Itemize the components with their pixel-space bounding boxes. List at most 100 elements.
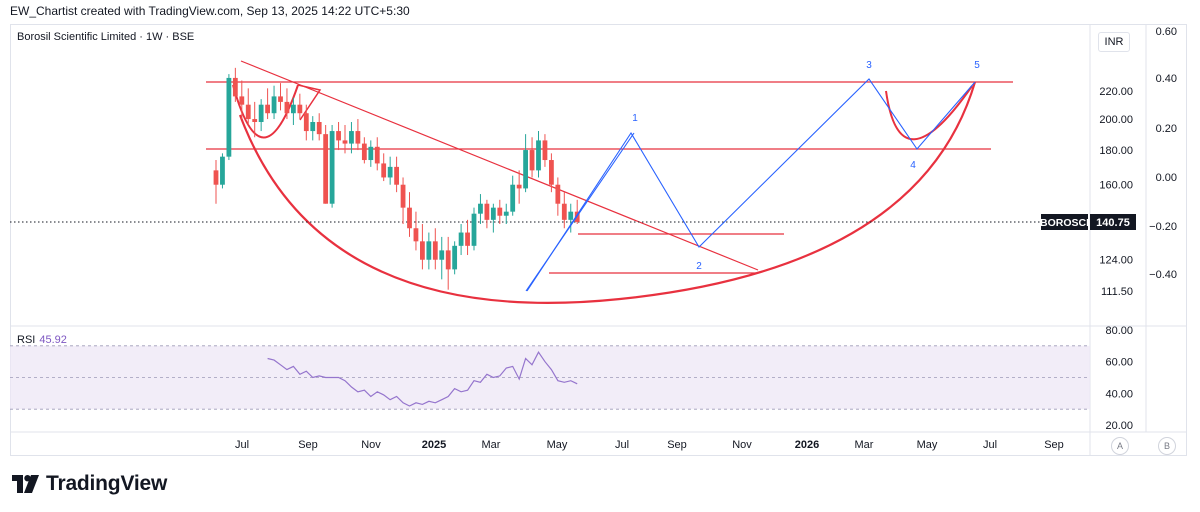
candle-body [310, 122, 316, 132]
descending-trendline [240, 60, 759, 271]
time-tick-label: Jul [983, 439, 997, 451]
time-tick-label: 2026 [795, 439, 819, 451]
brand-logo[interactable]: TradingView [12, 472, 167, 496]
candle-body [374, 146, 380, 164]
rsi-tick-label: 20.00 [1105, 420, 1133, 432]
candle-body [394, 166, 399, 185]
time-tick-label: Nov [361, 439, 381, 451]
candle-body [220, 156, 225, 185]
wave-label: 3 [866, 60, 872, 71]
panel-button-a[interactable]: A [1111, 437, 1129, 455]
handle-curve [885, 85, 973, 141]
candle-body [542, 140, 548, 161]
panel-button-b[interactable]: B [1158, 437, 1176, 455]
secondary-axis-label: 0.00 [1156, 172, 1177, 184]
candle-body [258, 104, 264, 123]
candle-body [213, 170, 219, 185]
attribution-header: EW_Chartist created with TradingView.com… [10, 4, 410, 18]
candle-body [368, 146, 374, 161]
candle-body [265, 104, 270, 114]
ticker-badge-bg [1041, 214, 1088, 230]
candle-body [361, 143, 367, 161]
candle-body [471, 213, 477, 246]
time-tick-label: Sep [1044, 439, 1064, 451]
price-tick-label: 200.00 [1099, 114, 1133, 126]
candles [213, 67, 580, 290]
time-tick-label: Mar [855, 439, 874, 451]
candle-body [336, 131, 341, 141]
secondary-axis-label: 0.60 [1156, 26, 1177, 38]
tradingview-logo-icon [12, 475, 39, 493]
price-badge-value: 140.75 [1096, 217, 1130, 229]
candle-body [497, 207, 503, 216]
time-tick-label: Jul [615, 439, 629, 451]
candle-body [232, 77, 238, 97]
rsi-label: RSI [17, 334, 36, 346]
candle-body [516, 184, 522, 189]
candle-body [252, 119, 258, 123]
rsi-tick-label: 80.00 [1105, 325, 1133, 337]
candle-body [278, 96, 283, 102]
candle-body [523, 150, 528, 189]
wave-projection [526, 78, 976, 292]
price-tick-label: 180.00 [1099, 145, 1133, 157]
rsi-tick-label: 40.00 [1105, 388, 1133, 400]
currency-button[interactable]: INR [1098, 32, 1130, 52]
candle-body [549, 160, 554, 185]
price-tick-label: 124.00 [1099, 255, 1133, 267]
time-tick-label: Jul [235, 439, 249, 451]
candle-body [387, 166, 393, 178]
candle-body [478, 203, 483, 214]
price-badge: BOROSCI 140.75 [1040, 214, 1136, 230]
time-tick-label: May [917, 439, 938, 451]
ticker-badge: BOROSCI [1040, 217, 1089, 229]
candle-body [555, 184, 561, 204]
candle-body [297, 104, 303, 114]
rsi-tick-label: 60.00 [1105, 357, 1133, 369]
rsi-legend[interactable]: RSI 45.92 [17, 334, 67, 346]
candle-body [510, 184, 516, 212]
candle-body [452, 245, 458, 270]
wave-one-inner [525, 132, 635, 292]
secondary-axis-label: 0.20 [1156, 123, 1177, 135]
candle-body [445, 250, 451, 270]
time-tick-label: 2025 [422, 439, 446, 451]
candle-body [316, 122, 322, 135]
candle-body [239, 96, 245, 105]
rsi-value: 45.92 [39, 334, 67, 346]
cup-curve [238, 81, 977, 305]
rsi-pane: 80.00 60.00 40.00 20.00 [10, 325, 1133, 432]
candle-body [284, 101, 290, 114]
candle-body [561, 203, 567, 220]
candle-body [400, 184, 406, 208]
price-tick-label: 220.00 [1099, 86, 1133, 98]
time-tick-label: Sep [298, 439, 318, 451]
rsi-line [267, 351, 578, 407]
candle-body [439, 250, 445, 260]
chart-frame [10, 24, 1187, 456]
axes: 220.00200.00180.00160.00124.00111.500.60… [235, 26, 1177, 451]
candle-body [458, 232, 464, 246]
candle-body [291, 104, 296, 114]
candle-body [271, 96, 277, 114]
price-tick-label: 160.00 [1099, 180, 1133, 192]
time-tick-label: Nov [732, 439, 752, 451]
candle-body [323, 134, 329, 204]
candle-body [413, 228, 419, 242]
symbol-title[interactable]: Borosil Scientific Limited · 1W · BSE [17, 31, 195, 43]
candle-body [349, 131, 354, 144]
drawings-under [10, 60, 1090, 305]
candle-body [226, 77, 232, 157]
secondary-axis-label: −0.40 [1149, 269, 1177, 281]
secondary-axis-label: −0.20 [1149, 221, 1177, 233]
candle-body [355, 131, 361, 144]
drawings-over: 1 2 3 4 5 [525, 60, 980, 292]
time-tick-label: May [547, 439, 568, 451]
candle-body [245, 104, 251, 120]
candle-body [420, 241, 425, 260]
brand-name: TradingView [46, 472, 168, 495]
left-cup-curve [232, 84, 299, 139]
candle-body [568, 211, 574, 220]
candle-body [432, 241, 438, 260]
